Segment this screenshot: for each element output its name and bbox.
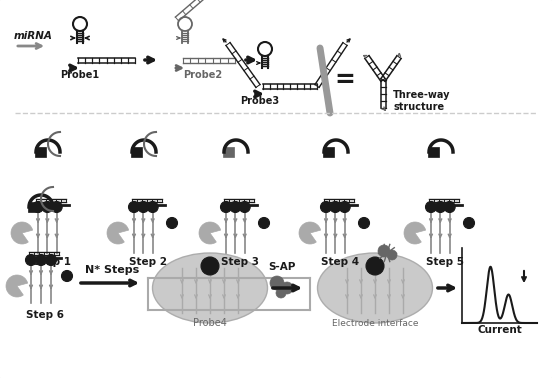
Circle shape — [25, 254, 36, 265]
Circle shape — [239, 201, 250, 212]
Wedge shape — [299, 222, 321, 244]
Text: Current: Current — [477, 325, 522, 335]
Circle shape — [42, 201, 53, 212]
Ellipse shape — [317, 253, 433, 323]
Circle shape — [426, 201, 437, 212]
Circle shape — [270, 276, 284, 290]
Circle shape — [321, 201, 332, 212]
Circle shape — [464, 217, 475, 228]
Circle shape — [339, 201, 350, 212]
Wedge shape — [199, 222, 221, 244]
Circle shape — [230, 201, 241, 212]
Circle shape — [147, 201, 158, 212]
Circle shape — [387, 250, 397, 260]
Text: Probe2: Probe2 — [183, 70, 222, 80]
Wedge shape — [404, 222, 426, 244]
Text: Probe4: Probe4 — [193, 318, 227, 328]
Circle shape — [201, 257, 219, 275]
Wedge shape — [107, 222, 129, 244]
Ellipse shape — [152, 253, 268, 323]
Wedge shape — [6, 275, 28, 297]
Polygon shape — [28, 202, 39, 212]
Text: Electrode interface: Electrode interface — [332, 319, 418, 328]
Text: Probe1: Probe1 — [60, 70, 99, 80]
Text: miRNA: miRNA — [14, 31, 53, 41]
Text: Step 2: Step 2 — [129, 257, 167, 267]
Circle shape — [358, 217, 369, 228]
Text: Step 1: Step 1 — [33, 257, 71, 267]
Text: S-AP: S-AP — [268, 262, 296, 272]
Circle shape — [378, 245, 390, 257]
Circle shape — [330, 201, 341, 212]
Circle shape — [138, 201, 149, 212]
Circle shape — [444, 201, 455, 212]
Polygon shape — [131, 147, 142, 157]
Text: Three-way
structure: Three-way structure — [393, 90, 450, 112]
Text: Step 5: Step 5 — [426, 257, 464, 267]
Circle shape — [51, 201, 62, 212]
Circle shape — [35, 254, 46, 265]
Circle shape — [129, 201, 140, 212]
Text: Probe3: Probe3 — [241, 96, 279, 106]
Circle shape — [281, 282, 293, 294]
Text: Step 3: Step 3 — [221, 257, 259, 267]
Circle shape — [276, 288, 286, 298]
Circle shape — [33, 201, 44, 212]
Circle shape — [435, 201, 446, 212]
Text: Step 4: Step 4 — [321, 257, 359, 267]
Circle shape — [167, 217, 178, 228]
Circle shape — [366, 257, 384, 275]
Text: =: = — [335, 68, 355, 92]
Text: Step 6: Step 6 — [26, 310, 64, 320]
Circle shape — [45, 254, 56, 265]
Polygon shape — [35, 147, 46, 157]
Circle shape — [61, 271, 72, 282]
Polygon shape — [428, 147, 439, 157]
Wedge shape — [11, 222, 33, 244]
Circle shape — [220, 201, 231, 212]
Polygon shape — [323, 147, 334, 157]
Text: N* Steps: N* Steps — [85, 265, 139, 275]
Circle shape — [258, 217, 269, 228]
Polygon shape — [223, 147, 234, 157]
